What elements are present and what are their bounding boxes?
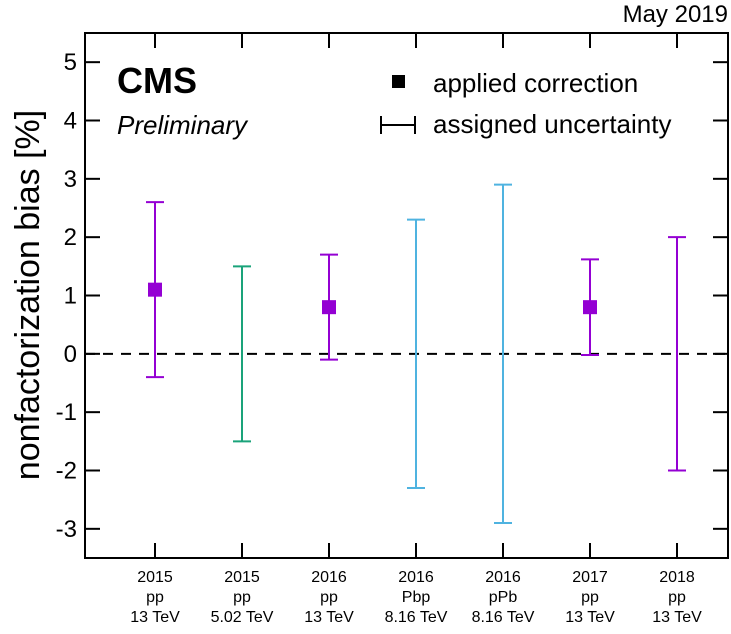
legend-errorbar-symbol [380,116,416,134]
date-label: May 2019 [623,1,728,28]
ytick-label: 1 [64,283,77,310]
correction-marker [148,282,162,297]
y-axis-ticks: 5 4 3 2 1 0 -1 -2 -3 [56,49,728,543]
xtick-label-line1: 2016 [485,569,521,586]
xtick-label-line1: 2018 [659,569,695,586]
xtick-label-line2: pp [320,589,338,606]
ytick-label: 3 [64,166,77,193]
data-series [146,183,686,524]
ytick-label: 4 [64,108,77,135]
xtick-label-line1: 2015 [224,569,260,586]
ytick-label: 5 [64,49,77,76]
xtick-label-line2: Pbp [402,589,431,606]
xtick-label-line1: 2017 [572,569,608,586]
ytick-label: -1 [56,399,77,426]
xtick-label-line3: 13 TeV [565,609,615,626]
ytick-label: 2 [64,224,77,251]
correction-marker [583,300,597,315]
xtick-label-line1: 2015 [137,569,173,586]
correction-marker [322,300,336,315]
xtick-label-line2: pPb [489,589,518,606]
xtick-label-line3: 13 TeV [304,609,354,626]
xtick-label-line2: pp [233,589,251,606]
ytick-label: -3 [56,516,77,543]
legend-errorbar-label: assigned uncertainty [433,109,671,139]
legend-marker-square [392,75,405,88]
xtick-label-line1: 2016 [311,569,347,586]
xtick-label-line3: 13 TeV [652,609,702,626]
ytick-label: -2 [56,458,77,485]
xtick-label-line3: 13 TeV [130,609,180,626]
xtick-label-line2: pp [668,589,686,606]
legend-marker-label: applied correction [433,68,638,98]
xtick-label-line1: 2016 [398,569,434,586]
cms-label: CMS [117,60,197,101]
x-axis-ticks: 2015 pp 13 TeV 2015 pp 5.02 TeV 2016 pp 13 TeV 20… [130,33,702,626]
legend: applied correction assigned uncertainty [380,68,671,139]
y-axis-label: nonfactorization bias [%] [9,110,47,480]
xtick-label-line3: 5.02 TeV [211,609,274,626]
xtick-label-line3: 8.16 TeV [472,609,535,626]
xtick-label-line2: pp [581,589,599,606]
xtick-label-line2: pp [146,589,164,606]
preliminary-label: Preliminary [117,110,249,140]
xtick-label-line3: 8.16 TeV [385,609,448,626]
ytick-label: 0 [64,341,77,368]
